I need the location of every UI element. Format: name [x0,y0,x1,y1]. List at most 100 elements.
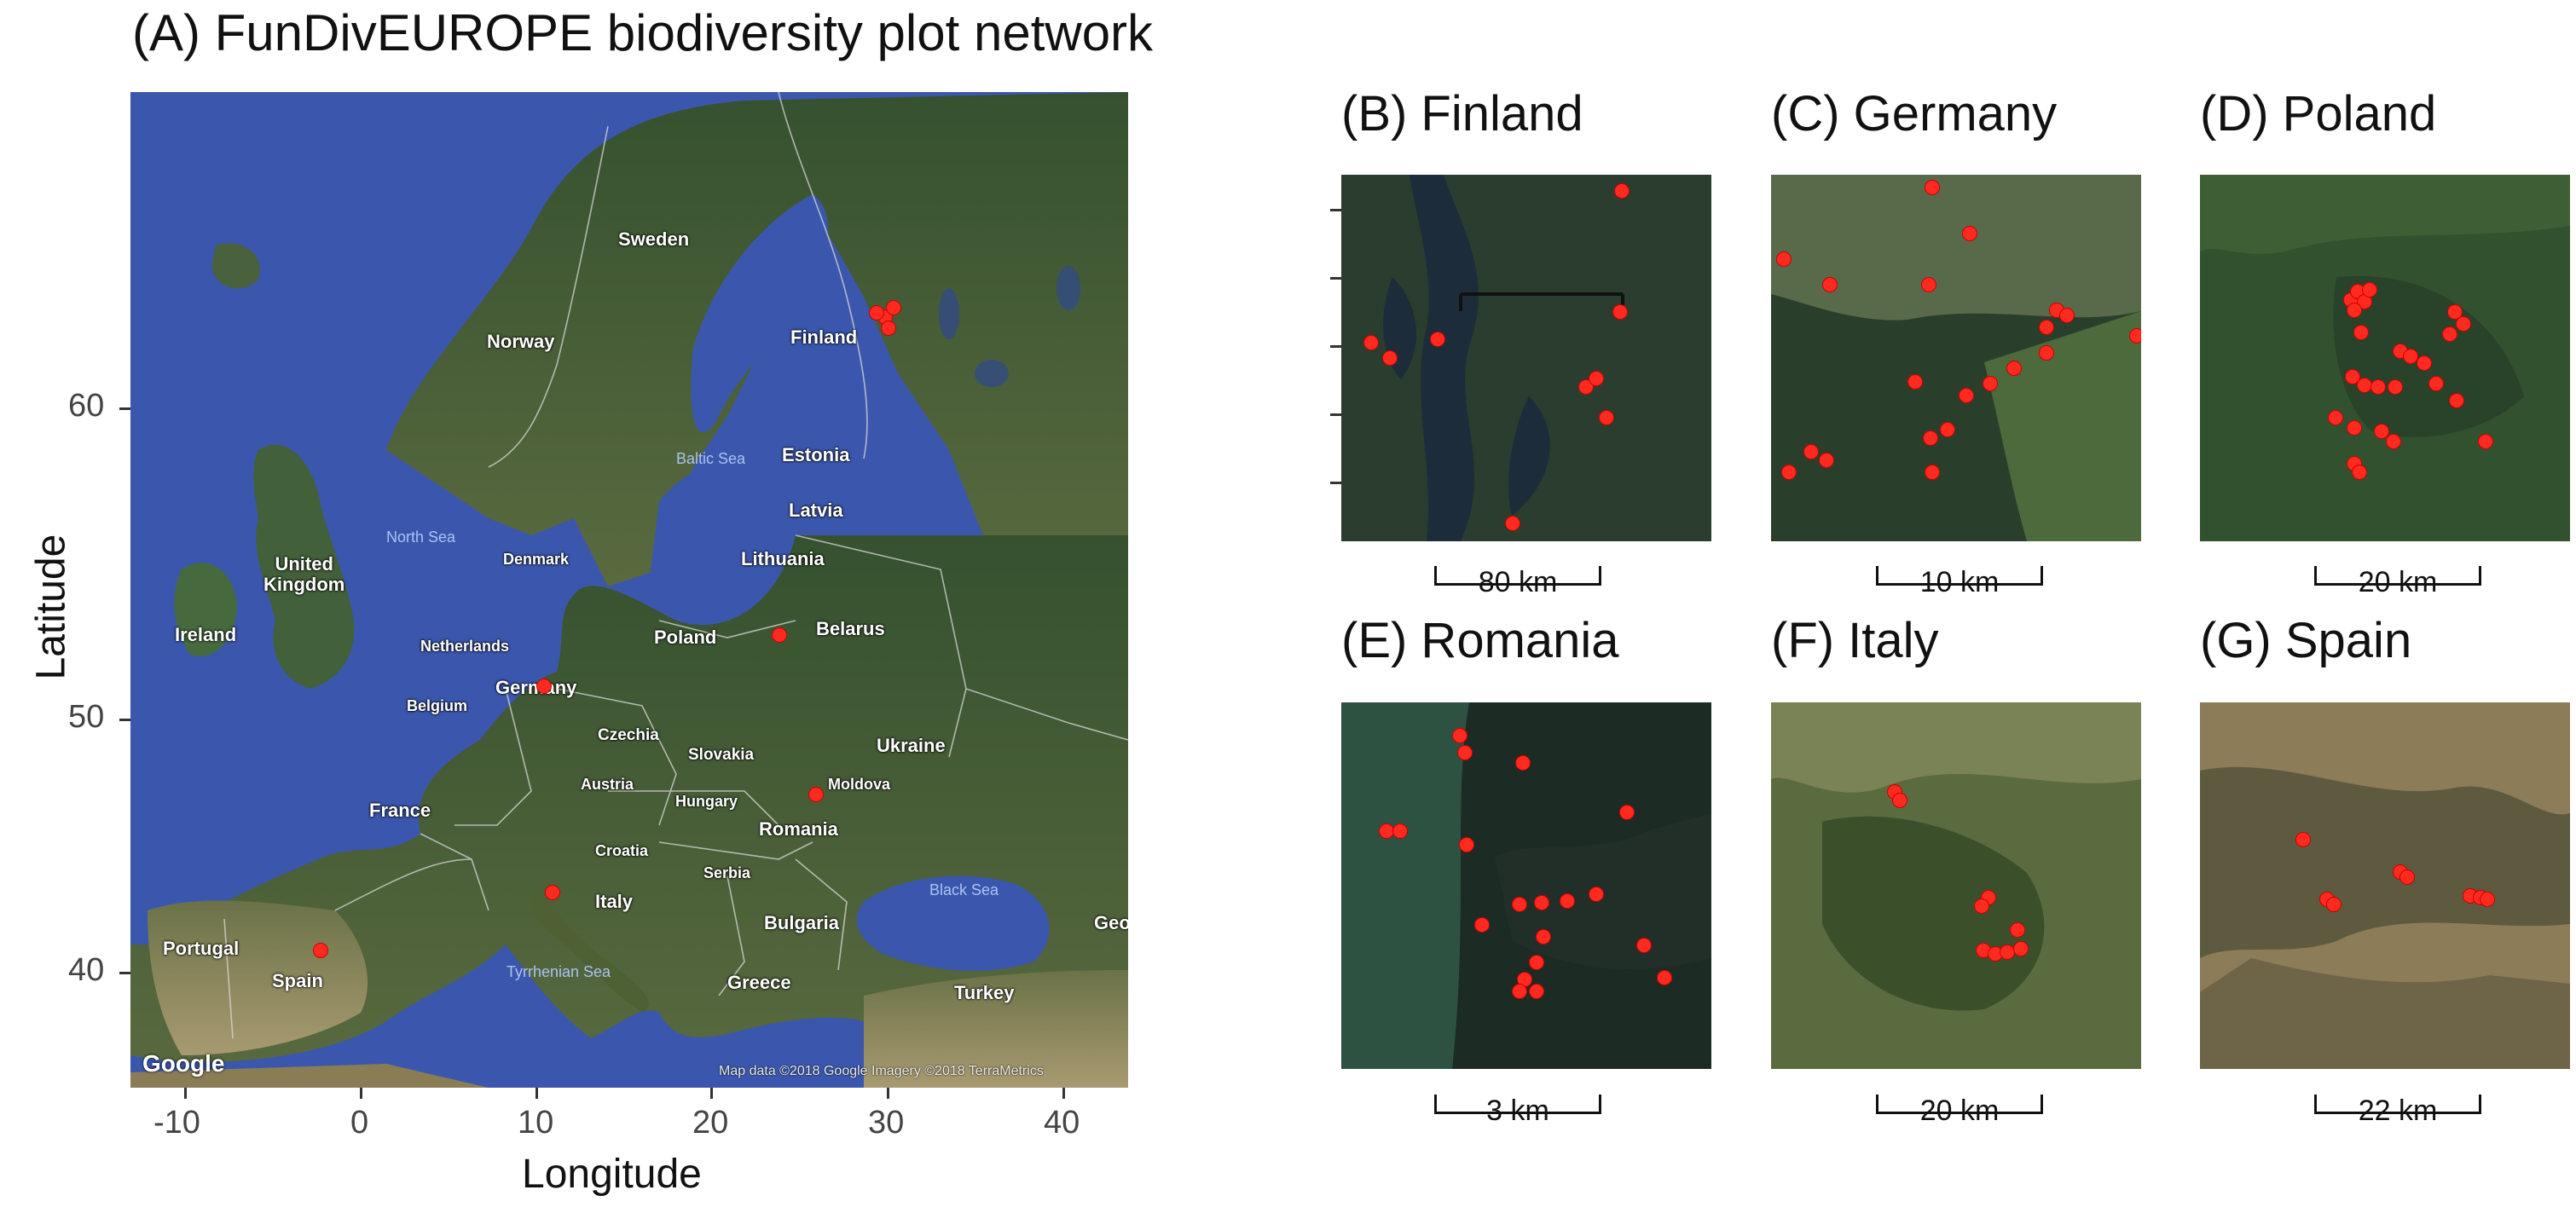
plot-marker [2362,282,2377,297]
plot-marker [1974,898,1989,914]
plot-marker [1512,984,1527,999]
panel-title-romania: (E) Romania [1341,613,1619,668]
europe-map[interactable]: North Sea Baltic Sea Black Sea Tyrrhenia… [130,92,1128,1088]
plot-marker [2347,303,2362,318]
plot-marker [1962,226,1977,241]
scale-bar [2314,1095,2481,1114]
plot-marker [1803,444,1819,459]
plot-marker [1392,823,1408,839]
plot-marker [1776,251,1792,267]
y-tick-label: 40 [68,952,105,988]
country-label: Ireland [175,624,237,645]
country-label: Portugal [163,938,240,959]
country-label: Turkey [954,982,1015,1003]
plot-marker [2456,316,2471,332]
plot-marker [2417,355,2432,371]
country-label: Belarus [816,618,885,639]
country-label: Denmark [503,551,570,568]
scale-label: 10 km [1919,566,2000,598]
country-label: United Kingdom [263,553,345,595]
panel-map-poland[interactable] [2200,175,2570,541]
spain-satellite [2200,702,2570,1069]
plot-marker [1619,805,1635,820]
country-label: Serbia [703,864,751,881]
panel-map-romania[interactable] [1341,702,1711,1069]
x-tick [887,1088,889,1099]
plot-marker [2449,393,2464,408]
sea-label: Baltic Sea [676,450,746,467]
panel-map-italy[interactable] [1771,702,2141,1069]
plot-marker [2403,349,2418,364]
country-label: Romania [759,818,838,840]
x-tick-label: -10 [153,1105,200,1141]
scale-label: 22 km [2358,1095,2438,1127]
scale-bar [2314,566,2481,586]
plot-marker [1589,887,1604,902]
country-label: Sweden [618,228,690,250]
plot-marker [2010,922,2025,938]
finland-satellite [1341,175,1711,541]
x-tick-label: 40 [1044,1105,1080,1141]
plot-marker [2353,325,2369,340]
country-label: Moldova [828,776,891,793]
plot-marker [1822,277,1838,292]
plot-marker [1925,465,1940,480]
panel-map-spain[interactable] [2200,702,2570,1069]
plot-marker [1474,917,1490,933]
google-logo: Google [142,1050,225,1077]
panel-title-italy: (F) Italy [1771,613,1939,668]
panel-map-finland[interactable] [1341,175,1711,541]
panel-title-poland: (D) Poland [2200,86,2437,142]
plot-marker [1589,371,1604,386]
plot-marker [2347,420,2362,436]
plot-marker [1560,893,1575,909]
plot-marker [2039,345,2054,361]
italy-satellite [1771,702,2141,1069]
sea-label: Tyrrhenian Sea [507,963,611,980]
country-label: Finland [790,326,858,348]
panel-map-germany[interactable] [1771,175,2141,541]
y-tick-label: 50 [68,699,105,735]
scale-bar [1876,566,2043,586]
plot-marker [313,943,328,958]
x-tick [535,1088,538,1099]
plot-marker [2447,304,2463,320]
plot-marker [1636,938,1652,953]
plot-marker [545,885,560,900]
y-tick [119,407,130,410]
country-label: Czechia [598,726,659,744]
plot-marker [869,305,884,321]
scale-label: 20 km [2358,566,2438,598]
plot-marker [2059,308,2075,323]
plot-marker [1457,745,1473,760]
panel-tick [1330,345,1341,348]
plot-marker [2388,379,2403,395]
scale-bar [1434,1095,1601,1114]
plot-marker [1921,277,1936,292]
plot-marker [1505,516,1520,531]
plot-marker [1819,453,1834,468]
plot-marker [1892,793,1907,808]
country-label: Slovakia [688,746,755,764]
plot-marker [1534,895,1549,910]
europe-map-graphic [130,92,1128,1088]
plot-marker [1382,350,1398,366]
plot-marker [1614,183,1630,199]
plot-marker [2478,434,2493,449]
country-label: France [369,800,431,821]
map-credit: Map data ©2018 Google Imagery ©2018 Terr… [719,1064,1044,1078]
plot-marker [886,300,901,315]
country-label: Poland [654,627,717,648]
country-label: Ukraine [877,735,946,756]
plot-marker [1459,837,1474,852]
plot-marker [1430,332,1445,347]
x-tick-label: 30 [868,1105,905,1141]
x-tick [360,1088,362,1099]
plot-marker [1923,430,1938,446]
poland-satellite [2200,175,2570,541]
scale-label: 20 km [1919,1095,2000,1127]
plot-marker [2374,424,2389,439]
y-axis-title: Latitude [28,534,74,680]
country-label: Austria [581,776,634,793]
plot-marker [1940,422,1955,437]
